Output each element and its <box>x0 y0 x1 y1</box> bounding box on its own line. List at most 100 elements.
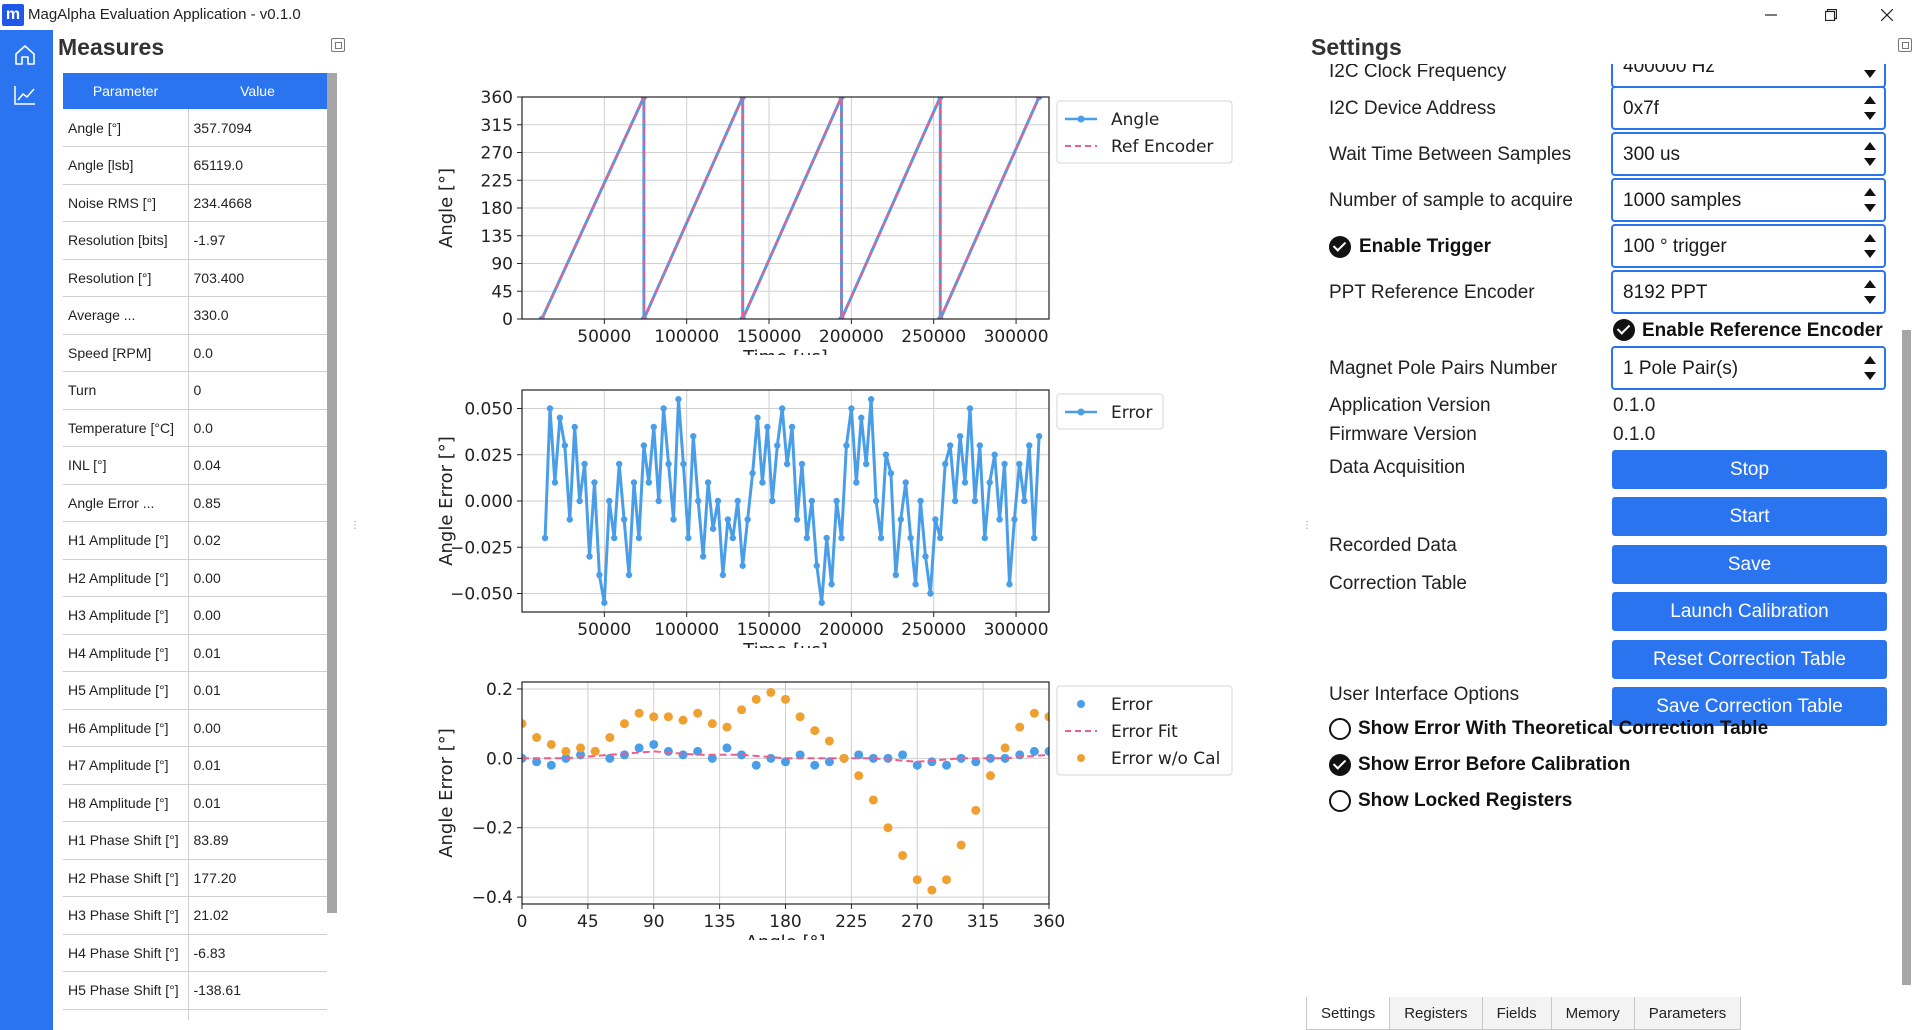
tab-memory[interactable]: Memory <box>1550 997 1635 1030</box>
spinner-arrows-icon[interactable] <box>1862 94 1878 124</box>
nav-home-button[interactable] <box>12 42 38 68</box>
x-tick-label: 300000 <box>984 327 1049 347</box>
table-row[interactable]: Angle [°] 357.7094 <box>63 109 327 147</box>
option-theoretical-correction-checkbox[interactable] <box>1329 718 1351 740</box>
magnet-pole-pairs-spinner[interactable]: 1 Pole Pair(s) <box>1611 346 1886 390</box>
y-tick-label: 0.2 <box>486 680 513 700</box>
data-point <box>693 708 703 718</box>
table-row[interactable]: H7 Amplitude [°] 0.01 <box>63 746 327 785</box>
table-row[interactable]: Turn 0 <box>63 371 327 410</box>
table-row[interactable]: H3 Phase Shift [°] 21.02 <box>63 896 327 935</box>
table-row[interactable]: Resolution [°] 703.400 <box>63 259 327 297</box>
table-row[interactable]: Average ... 330.0 <box>63 296 327 335</box>
column-header-value[interactable]: Value <box>188 73 327 109</box>
table-row[interactable]: Noise RMS [°] 234.4668 <box>63 184 327 222</box>
settings-scrollbar[interactable] <box>1902 330 1911 985</box>
save-button[interactable]: Save <box>1612 545 1887 584</box>
firmware-version-value: 0.1.0 <box>1613 424 1656 445</box>
nav-chart-button[interactable] <box>12 82 38 108</box>
data-point <box>951 497 959 505</box>
save-correction-table-button[interactable]: Save Correction Table <box>1612 687 1887 726</box>
stop-button[interactable]: Stop <box>1612 450 1887 489</box>
i2c-clock-frequency-spinner[interactable]: 400000 Hz <box>1611 64 1886 88</box>
table-row[interactable]: Speed [RPM] 0.0 <box>63 334 327 372</box>
wait-time-spinner[interactable]: 300 us <box>1611 132 1886 176</box>
option-locked-registers-checkbox[interactable] <box>1329 790 1351 812</box>
launch-calibration-button[interactable]: Launch Calibration <box>1612 592 1887 631</box>
enable-reference-encoder-checkbox[interactable] <box>1613 319 1635 341</box>
table-row[interactable]: H4 Phase Shift [°] -6.83 <box>63 934 327 972</box>
data-point <box>678 715 688 725</box>
x-tick-label: 90 <box>643 912 665 932</box>
spinner-arrows-icon[interactable] <box>1862 186 1878 216</box>
table-row[interactable]: H5 Phase Shift [°] -138.61 <box>63 971 327 1010</box>
close-button[interactable] <box>1864 0 1910 30</box>
x-tick-label: 225 <box>835 912 867 932</box>
data-point <box>872 497 880 505</box>
table-row[interactable]: Angle Error ... 0.85 <box>63 484 327 522</box>
tab-fields[interactable]: Fields <box>1481 997 1552 1030</box>
spinner-arrows-icon[interactable] <box>1862 140 1878 170</box>
data-point <box>892 571 900 579</box>
table-row[interactable]: H8 Amplitude [°] 0.01 <box>63 784 327 822</box>
measures-scrollbar[interactable] <box>327 73 337 913</box>
parameter-cell: Angle Error ... <box>63 484 189 522</box>
data-point <box>663 712 673 722</box>
data-point <box>922 553 929 560</box>
splitter-handle[interactable]: ⋮ <box>350 520 360 531</box>
start-button[interactable]: Start <box>1612 497 1887 536</box>
tab-settings[interactable]: Settings <box>1306 997 1391 1030</box>
table-row[interactable]: H4 Amplitude [°] 0.01 <box>63 634 327 672</box>
minimize-button[interactable] <box>1748 0 1794 30</box>
spinner-arrows-icon[interactable] <box>1862 232 1878 262</box>
enable-trigger-checkbox[interactable] <box>1329 236 1351 258</box>
table-row[interactable]: H3 Amplitude [°] 0.00 <box>63 596 327 635</box>
ui-options-label: User Interface Options <box>1329 684 1520 705</box>
tab-registers[interactable]: Registers <box>1389 997 1483 1030</box>
data-point <box>956 840 966 850</box>
data-point <box>737 705 747 715</box>
y-axis-label: Angle Error [°] <box>436 728 457 858</box>
i2c-device-address-spinner[interactable]: 0x7f <box>1611 86 1886 130</box>
data-point <box>810 726 820 736</box>
legend-frame <box>1056 393 1164 430</box>
x-tick-label: 250000 <box>901 327 966 347</box>
reset-correction-table-button[interactable]: Reset Correction Table <box>1612 640 1887 679</box>
tab-parameters[interactable]: Parameters <box>1633 997 1742 1030</box>
sample-count-spinner[interactable]: 1000 samples <box>1611 178 1886 222</box>
table-row[interactable]: INL [°] 0.04 <box>63 446 327 485</box>
data-point <box>744 516 751 523</box>
column-header-parameter[interactable]: Parameter <box>63 73 188 109</box>
table-row[interactable]: H2 Phase Shift [°] 177.20 <box>63 859 327 897</box>
option-error-before-calibration-checkbox[interactable] <box>1329 754 1351 776</box>
splitter-handle[interactable]: ⋮ <box>1302 520 1312 531</box>
value-cell: 0.01 <box>188 671 327 710</box>
data-point <box>781 757 790 767</box>
data-point <box>634 708 644 718</box>
measures-popout-icon[interactable] <box>331 38 345 52</box>
data-point <box>649 739 659 749</box>
data-point <box>596 571 603 579</box>
data-point <box>754 414 761 421</box>
table-row[interactable]: Resolution [bits] -1.97 <box>63 221 327 260</box>
settings-popout-icon[interactable] <box>1898 38 1912 52</box>
data-point <box>724 516 732 523</box>
spinner-arrows-icon[interactable] <box>1862 64 1878 82</box>
table-row[interactable] <box>63 1009 327 1020</box>
data-point <box>704 479 712 486</box>
trigger-spinner[interactable]: 100 ° trigger <box>1611 224 1886 268</box>
x-tick-label: 45 <box>577 912 599 932</box>
table-row[interactable]: Angle [lsb] 65119.0 <box>63 146 327 185</box>
data-point <box>1001 460 1008 468</box>
restore-button[interactable] <box>1808 0 1854 30</box>
table-row[interactable]: H5 Amplitude [°] 0.01 <box>63 671 327 710</box>
table-row[interactable]: H6 Amplitude [°] 0.00 <box>63 709 327 747</box>
spinner-arrows-icon[interactable] <box>1862 278 1878 308</box>
table-row[interactable]: H2 Amplitude [°] 0.00 <box>63 559 327 597</box>
ppt-reference-encoder-spinner[interactable]: 8192 PPT <box>1611 270 1886 314</box>
spinner-arrows-icon[interactable] <box>1862 354 1878 384</box>
y-tick-label: 135 <box>481 227 513 247</box>
table-row[interactable]: H1 Phase Shift [°] 83.89 <box>63 821 327 860</box>
table-row[interactable]: H1 Amplitude [°] 0.02 <box>63 521 327 560</box>
table-row[interactable]: Temperature [°C] 0.0 <box>63 409 327 447</box>
